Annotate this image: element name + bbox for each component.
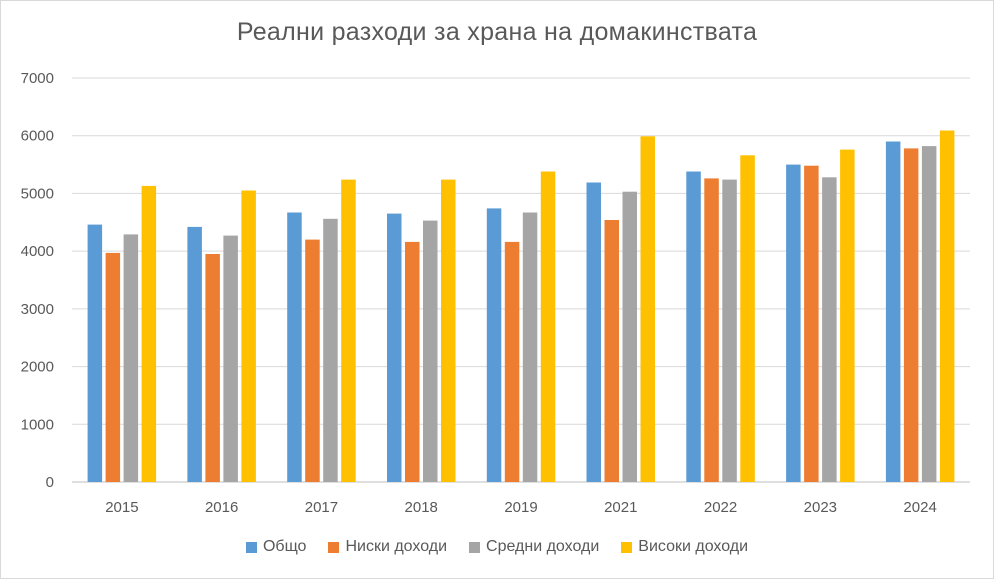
x-tick-label: 2017 <box>305 499 338 516</box>
bar-2023-2 <box>822 177 837 483</box>
bar-2021-0 <box>586 182 601 482</box>
x-tick-label: 2018 <box>405 499 438 516</box>
y-tick-label: 6000 <box>21 128 54 145</box>
bar-2017-3 <box>341 179 356 482</box>
bar-2016-2 <box>223 235 238 482</box>
bar-2024-0 <box>885 141 901 482</box>
bar-2021-3 <box>640 136 655 483</box>
x-tick-label: 2015 <box>105 499 138 516</box>
chart-title: Реални разходи за храна на домакинствата <box>236 18 758 46</box>
bar-2018-2 <box>423 220 438 482</box>
bar-2015-1 <box>105 252 121 482</box>
y-tick-label: 4000 <box>21 243 54 260</box>
bar-2024-1 <box>903 148 919 482</box>
x-tick-label: 2024 <box>903 499 936 516</box>
bar-2023-3 <box>840 149 855 482</box>
bar-2017-1 <box>305 239 320 482</box>
bar-2023-1 <box>804 165 819 482</box>
bar-2021-2 <box>622 191 637 482</box>
bar-2019-0 <box>486 208 502 482</box>
legend-label: Високи доходи <box>638 538 749 555</box>
y-tick-label: 1000 <box>21 416 54 433</box>
bar-2017-2 <box>323 218 338 483</box>
bar-2022-3 <box>740 155 755 483</box>
bar-2023-0 <box>786 164 801 482</box>
legend-item: Средни доходи <box>469 538 599 556</box>
legend: Общо Ниски доходи Средни доходи Високи дохо… <box>0 538 994 556</box>
bars <box>87 130 955 483</box>
legend-item: Общо <box>245 538 307 556</box>
legend-label: Общо <box>262 538 307 555</box>
bar-2018-1 <box>405 241 420 482</box>
legend-swatch <box>469 541 481 553</box>
y-tick-label: 5000 <box>21 185 54 202</box>
legend-item: Ниски доходи <box>328 538 447 556</box>
bar-2015-3 <box>141 185 157 482</box>
bar-2022-1 <box>704 178 719 482</box>
x-tick-label: 2022 <box>704 499 737 516</box>
x-tick-label: 2023 <box>804 499 837 516</box>
bar-2017-0 <box>287 212 302 482</box>
bar-2018-3 <box>441 179 456 482</box>
x-tick-label: 2021 <box>604 499 637 516</box>
legend-item: Високи доходи <box>621 538 748 556</box>
legend-swatch <box>621 541 633 553</box>
bar-2015-0 <box>87 224 103 482</box>
bar-2022-2 <box>722 179 737 482</box>
bar-2015-2 <box>123 234 139 482</box>
grid-lines <box>72 77 970 483</box>
bar-2019-2 <box>522 212 538 482</box>
bar-2019-3 <box>540 171 556 482</box>
x-tick-label: 2016 <box>205 499 238 516</box>
bar-2016-0 <box>187 226 202 482</box>
x-tick-label: 2019 <box>504 499 537 516</box>
bar-2016-3 <box>241 190 256 482</box>
bar-2018-0 <box>387 213 402 482</box>
legend-label: Ниски доходи <box>345 538 448 555</box>
legend-swatch <box>328 541 340 553</box>
bar-2024-2 <box>921 146 937 482</box>
bar-2022-0 <box>686 171 701 482</box>
bar-2016-1 <box>205 254 220 482</box>
x-axis-ticks: 2015 2016 2017 2018 2019 2021 2022 2023 2024 <box>105 499 937 516</box>
bar-2021-1 <box>604 220 619 482</box>
legend-swatch <box>245 541 257 553</box>
bar-2019-1 <box>504 241 520 482</box>
y-tick-label: 7000 <box>21 70 54 87</box>
legend-label: Средни доходи <box>486 538 600 555</box>
bar-2024-3 <box>939 130 955 482</box>
y-tick-label: 2000 <box>21 359 54 376</box>
y-tick-label: 3000 <box>21 301 54 318</box>
y-tick-label: 0 <box>46 474 54 491</box>
y-axis-ticks: 0 1000 2000 3000 4000 5000 6000 7000 <box>21 70 54 491</box>
